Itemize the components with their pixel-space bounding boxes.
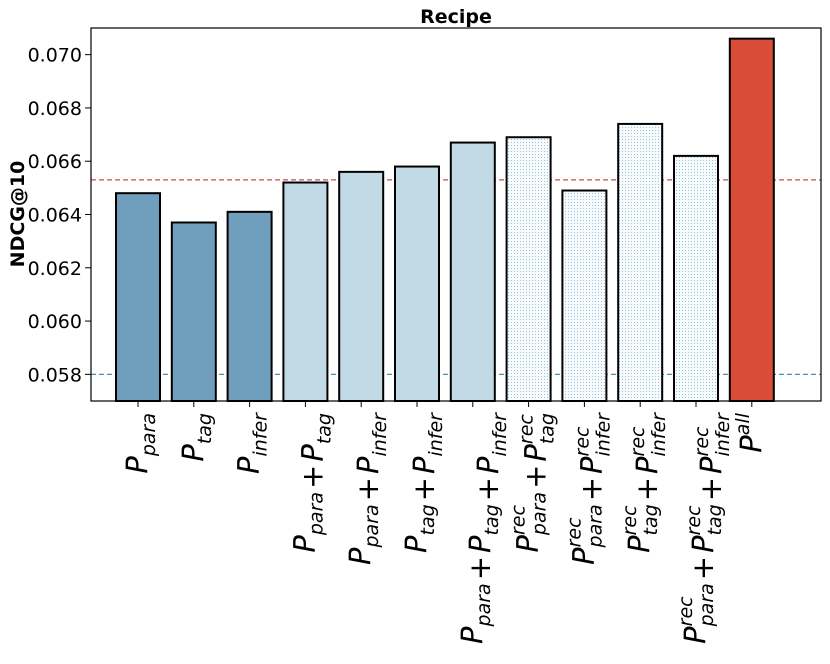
bar-3: [282, 181, 329, 402]
x-tick-label: Ppara+Ptag: [287, 413, 335, 553]
bar-6: [449, 141, 496, 402]
bar-5: [394, 165, 440, 402]
y-axis-ticks: 0.058 0.060 0.062 0.064 0.066 0.068 0.070: [28, 45, 91, 386]
x-tick-label: Pinfer: [232, 412, 272, 474]
x-tick-label: Ptag: [176, 413, 216, 462]
bar-11: [728, 37, 775, 403]
bar-1: [170, 221, 217, 402]
x-tick-label: Precpara+Prectag: [508, 413, 559, 553]
y-tick-label: 0.064: [28, 205, 82, 227]
y-tick-label: 0.060: [28, 311, 82, 333]
y-tick-label: 0.068: [28, 98, 82, 120]
x-tick-label: Precpara+Precinfer: [563, 412, 614, 565]
x-tick-label: Prectag+Precinfer: [619, 412, 670, 553]
bar-9: [617, 122, 664, 403]
bars: [115, 37, 775, 403]
bar-10: [673, 154, 719, 402]
bar-0: [115, 192, 161, 402]
plot-frame: [90, 27, 822, 402]
x-tick-label: Ppara: [120, 413, 160, 474]
y-tick-label: 0.058: [28, 364, 82, 386]
x-tick-label: Ppara+Pinfer: [343, 412, 391, 565]
y-tick-label: 0.070: [28, 45, 82, 67]
bar-7: [505, 136, 552, 402]
bar-2: [226, 210, 273, 402]
x-tick-label: Ppara+Ptag+Pinfer: [455, 412, 511, 644]
y-tick-label: 0.066: [28, 151, 82, 173]
x-axis-ticks: Ppara Ptag Pinfer Ppara+PtagPpara+PinferPta…: [120, 401, 768, 644]
x-tick-label: Precpara+Prectag+Precinfer: [675, 412, 734, 644]
chart-title: Recipe: [420, 6, 492, 28]
y-tick-label: 0.062: [28, 258, 82, 280]
x-tick-label: Ptag+Pinfer: [399, 412, 447, 553]
bar-4: [338, 170, 385, 402]
x-tick-label: Pall: [732, 412, 768, 452]
y-axis-label: NDCG@10: [7, 161, 29, 268]
bar-8: [561, 189, 608, 402]
